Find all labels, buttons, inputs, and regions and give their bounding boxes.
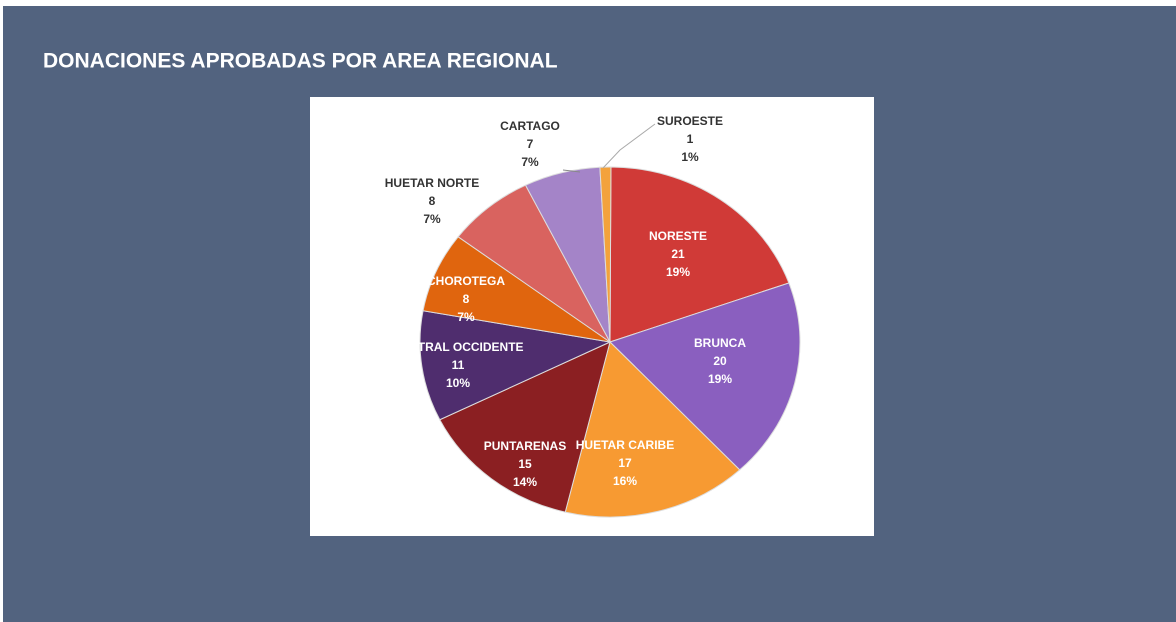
slice-name: CHOROTEGA [427, 274, 505, 288]
slice-name: HUETAR NORTE [385, 176, 479, 190]
slice-name: BRUNCA [694, 336, 746, 350]
slice-value: 7 [527, 137, 534, 151]
slice-value: 17 [618, 456, 632, 470]
slice-value: 1 [687, 132, 694, 146]
pie-slice [609, 166, 790, 343]
slice-percent: 1% [681, 150, 699, 164]
slice-value: 8 [429, 194, 436, 208]
pie [419, 166, 801, 518]
slice-name: PUNTARENAS [484, 439, 566, 453]
slice-value: 8 [463, 292, 470, 306]
pie-slice [609, 282, 801, 471]
pie-slice [564, 341, 741, 518]
pie-slice [439, 341, 611, 513]
slice-name: SUROESTE [657, 114, 723, 128]
slice-value: 21 [671, 247, 685, 261]
leader-line [562, 169, 581, 173]
slice-percent: 16% [613, 474, 637, 488]
slice-percent: 7% [521, 155, 539, 169]
pie-slice [599, 166, 612, 343]
leader-line [602, 123, 656, 169]
slice-percent: 7% [423, 212, 441, 226]
slice-value: 20 [713, 354, 727, 368]
pie-slice [419, 310, 612, 421]
slice-name: CENTRAL OCCIDENTE [392, 340, 523, 354]
slice-value: 15 [518, 457, 532, 471]
slice-percent: 7% [457, 310, 475, 324]
slice-name: NORESTE [649, 229, 707, 243]
slice-percent: 14% [513, 475, 537, 489]
slide-title: DONACIONES APROBADAS POR AREA REGIONAL [43, 50, 558, 73]
slice-percent: 19% [666, 265, 690, 279]
slice-name: HUETAR CARIBE [576, 438, 674, 452]
slice-value: 11 [452, 358, 465, 372]
slice-percent: 10% [446, 376, 470, 390]
slice-percent: 19% [708, 372, 732, 386]
slice-name: CARTAGO [500, 119, 560, 133]
